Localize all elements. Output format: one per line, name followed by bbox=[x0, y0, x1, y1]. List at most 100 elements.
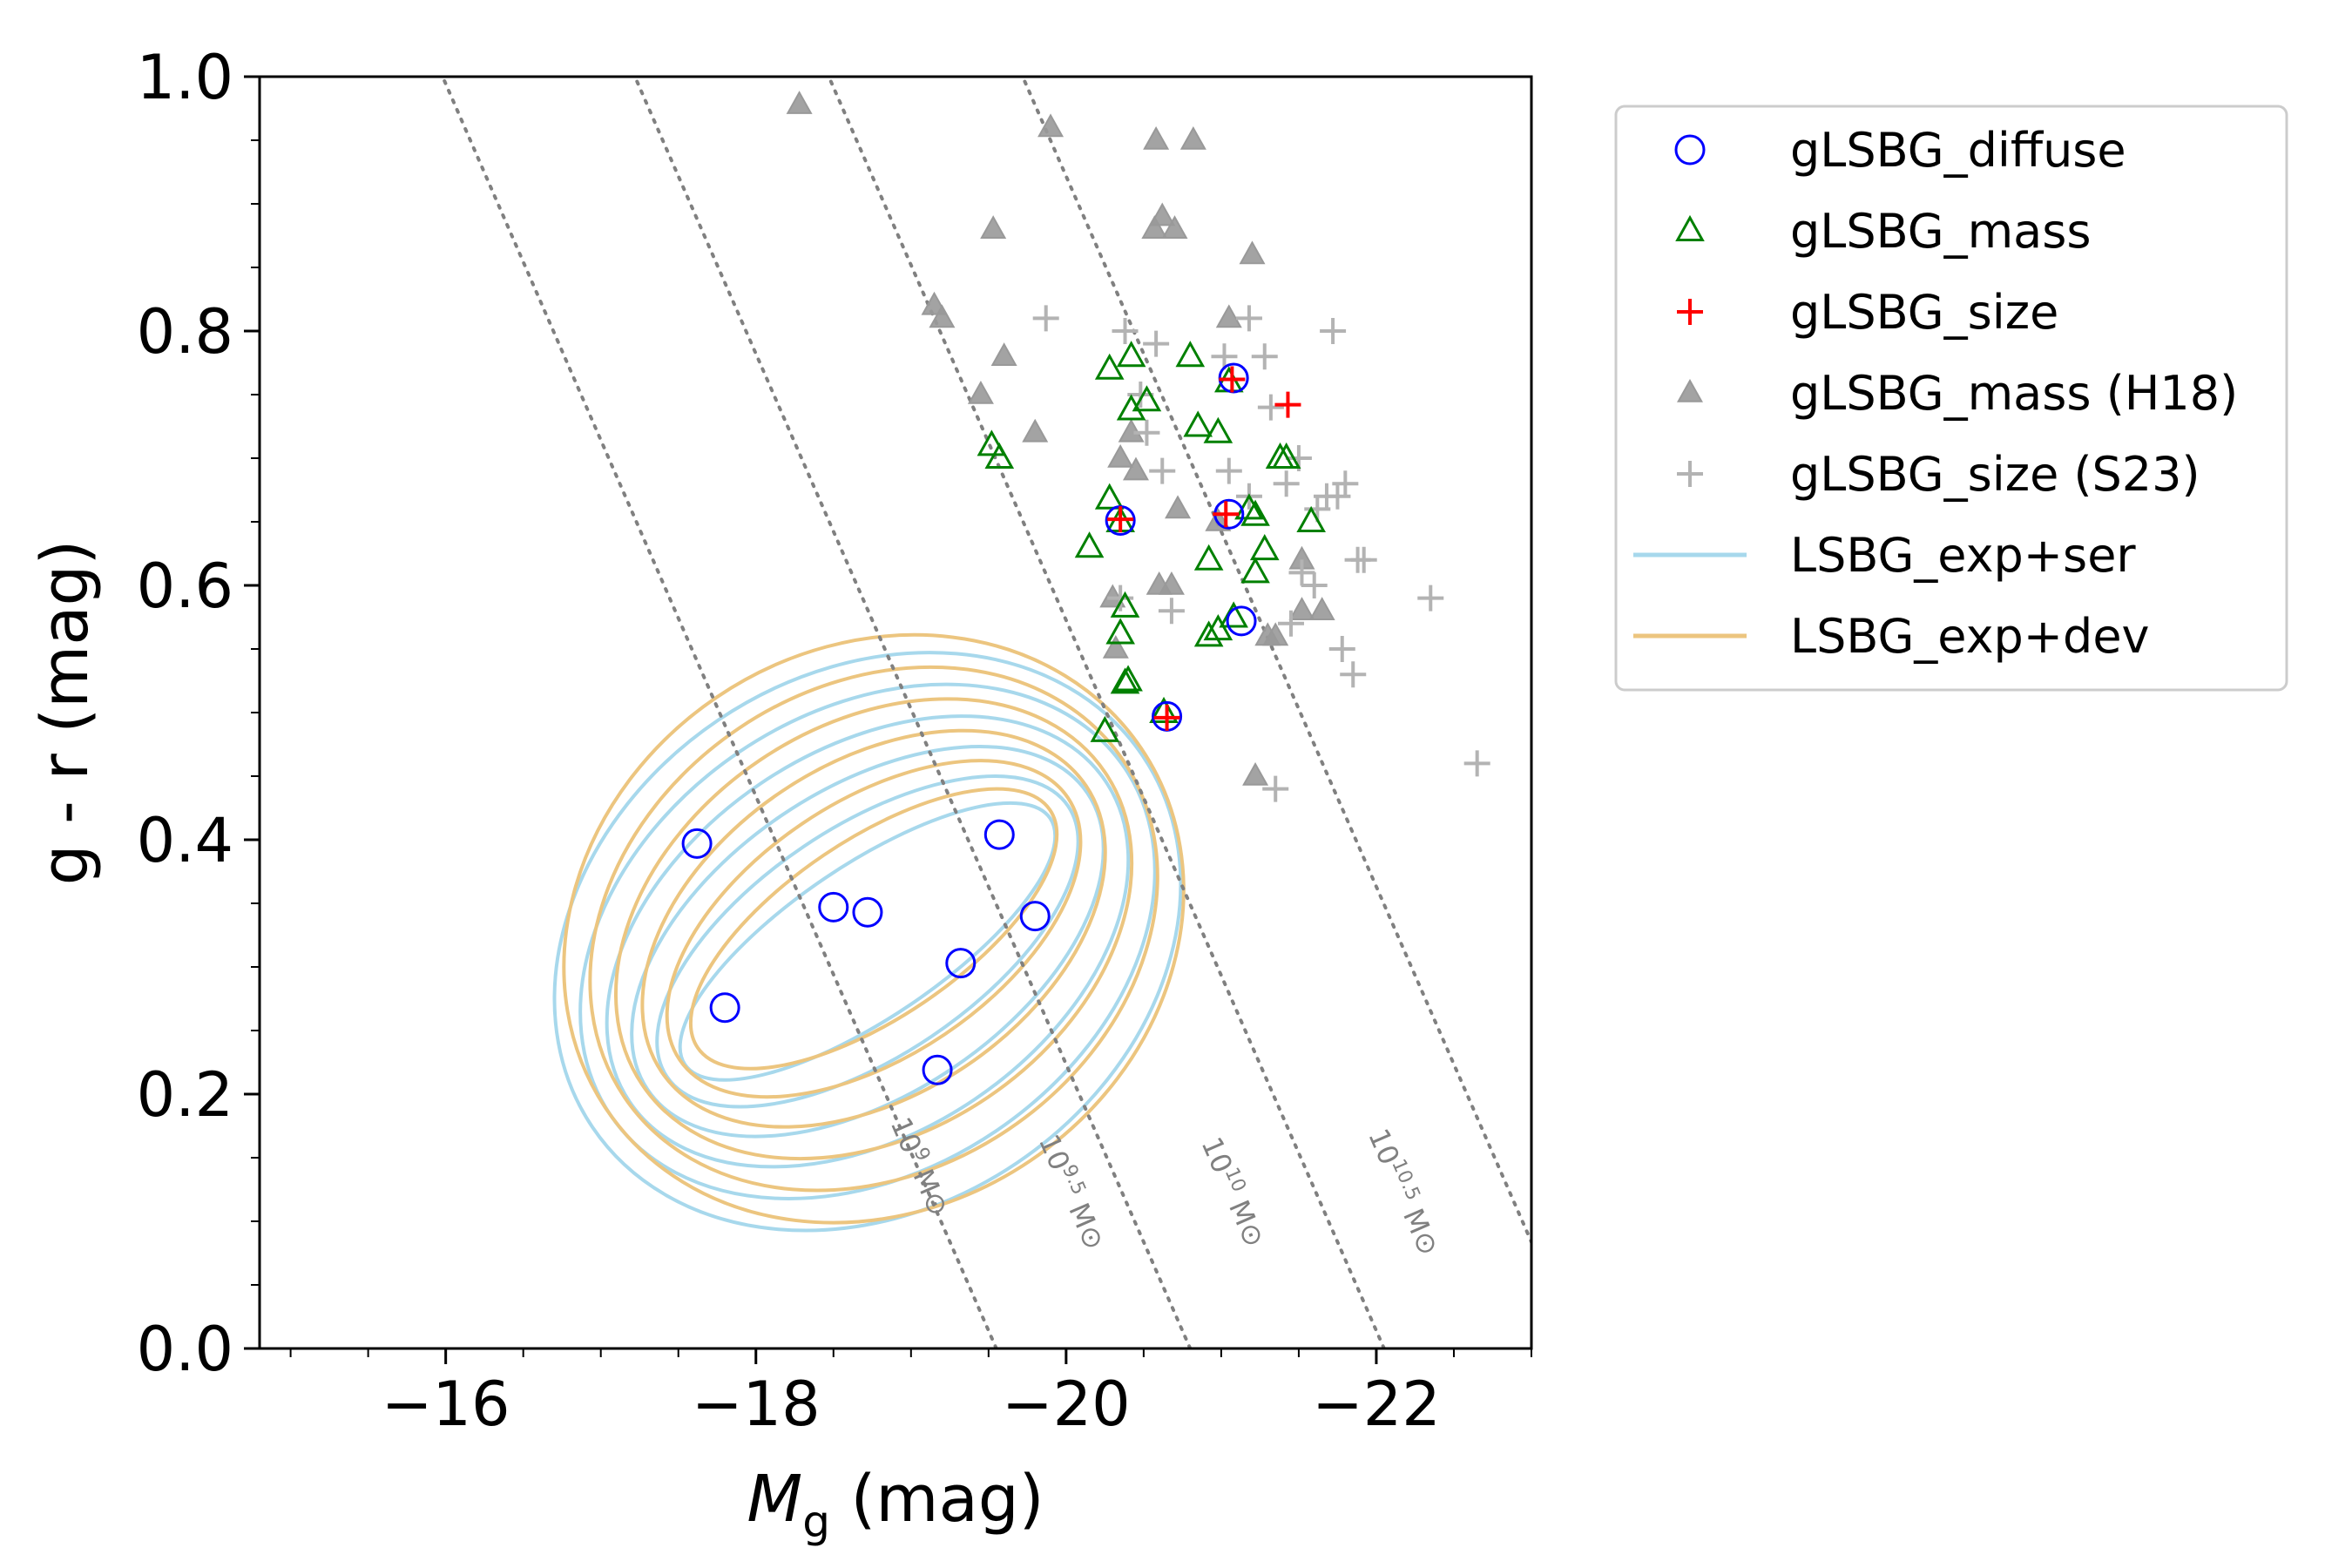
contour-group bbox=[562, 632, 1186, 1225]
h18-point bbox=[1205, 507, 1232, 531]
h18-point bbox=[1262, 622, 1289, 646]
h18-point bbox=[990, 342, 1017, 366]
s23-point bbox=[1288, 559, 1315, 586]
mass-point bbox=[1116, 341, 1146, 368]
size-point bbox=[1107, 506, 1134, 533]
iso-mass-line bbox=[441, 77, 998, 1348]
h18-point bbox=[1146, 571, 1173, 595]
s23-point bbox=[1158, 598, 1185, 625]
size-point bbox=[1213, 501, 1240, 528]
mass-point bbox=[1265, 442, 1295, 469]
diffuse-point bbox=[1226, 605, 1257, 637]
diffuse-point bbox=[945, 948, 977, 979]
h18-point bbox=[967, 380, 994, 404]
h18-point bbox=[1161, 215, 1188, 239]
mass-point bbox=[977, 429, 1007, 456]
h18-point bbox=[1165, 495, 1192, 519]
y-tick-label: 1.0 bbox=[137, 42, 233, 113]
mass-point bbox=[1296, 505, 1326, 532]
contour-level bbox=[614, 697, 1134, 1161]
s23-point bbox=[1463, 750, 1490, 777]
legend-marker bbox=[1676, 378, 1704, 402]
s23-point bbox=[1112, 318, 1139, 344]
axes: −16 −18 −20 −22 0.0 0.2 0.4 0.6 0.8 1.0 bbox=[137, 42, 1532, 1440]
h18-point bbox=[1149, 202, 1176, 226]
legend: gLSBG_diffuse gLSBG_mass gLSBG_size gLSBG_m… bbox=[1614, 105, 2288, 692]
x-tick-label: −16 bbox=[382, 1369, 510, 1440]
legend-marker bbox=[1675, 214, 1705, 241]
h18-point bbox=[1107, 443, 1134, 468]
x-axis-title-unit: (mag) bbox=[830, 1462, 1044, 1537]
h18-point bbox=[786, 91, 813, 114]
iso-mass-label: 1010 M⊙ bbox=[1195, 1132, 1273, 1252]
h18-point bbox=[1099, 584, 1126, 608]
s23-point bbox=[1133, 419, 1160, 446]
iso-mass-label: 109.5 M⊙ bbox=[1032, 1129, 1112, 1254]
x-tick-label: −22 bbox=[1312, 1369, 1441, 1440]
h18-point bbox=[1288, 597, 1315, 620]
plot-frame bbox=[258, 75, 1533, 1350]
mass-point bbox=[1249, 534, 1280, 561]
diffuse-point bbox=[852, 896, 883, 928]
mass-point bbox=[1183, 410, 1213, 437]
contour-level bbox=[588, 665, 1159, 1193]
size-point bbox=[1274, 391, 1301, 418]
iso-mass-line bbox=[1021, 77, 1531, 1247]
diffuse-point bbox=[709, 992, 740, 1024]
mass-point bbox=[1110, 667, 1140, 694]
mass-point bbox=[1175, 341, 1206, 368]
h18-point bbox=[1242, 761, 1269, 786]
s23-point bbox=[1235, 305, 1262, 332]
s23-point bbox=[1350, 546, 1377, 573]
h18-point bbox=[1308, 597, 1335, 620]
contour-level bbox=[562, 632, 1186, 1225]
y-tick-label: 0.2 bbox=[137, 1059, 233, 1131]
s23-point bbox=[1257, 394, 1284, 421]
h18-point bbox=[1102, 634, 1129, 659]
kde-contours bbox=[552, 632, 1186, 1233]
contour-level bbox=[688, 787, 1059, 1071]
mass-point bbox=[1193, 620, 1224, 647]
s23-point bbox=[1340, 661, 1367, 688]
x-tick-label: −18 bbox=[692, 1369, 821, 1440]
x-axis-title: Mg (mag) bbox=[747, 1462, 1044, 1547]
mass-point bbox=[1193, 544, 1224, 571]
mass-point bbox=[1132, 385, 1162, 412]
s23-point bbox=[1211, 343, 1238, 370]
s23-point bbox=[1215, 457, 1242, 484]
stellar-mass-lines: 109 M⊙ 109.5 M⊙ 1010 M⊙ 1010.5 M⊙ bbox=[441, 77, 1531, 1348]
mass-point bbox=[1240, 499, 1270, 526]
legend-frame bbox=[1614, 105, 2288, 692]
data-points bbox=[681, 91, 1490, 1085]
mass-point bbox=[1105, 618, 1135, 645]
mass-point bbox=[1203, 614, 1233, 641]
mass-point bbox=[1110, 591, 1140, 618]
iso-mass-line bbox=[827, 77, 1386, 1348]
y-tick-label: 0.0 bbox=[137, 1314, 233, 1385]
legend-label: LSBG_exp+dev bbox=[1790, 609, 2150, 664]
s23-point bbox=[1301, 572, 1328, 598]
size-point bbox=[1153, 704, 1180, 731]
mass-point bbox=[984, 442, 1015, 469]
s23-point bbox=[1417, 585, 1444, 612]
s23-point bbox=[1262, 775, 1289, 802]
diffuse-point bbox=[681, 828, 713, 859]
mass-point bbox=[1090, 715, 1120, 742]
series-h18 bbox=[786, 91, 1335, 786]
y-tick-label: 0.6 bbox=[137, 551, 233, 622]
s23-point bbox=[1107, 585, 1134, 612]
diffuse-point bbox=[1019, 901, 1051, 932]
s23-point bbox=[1332, 470, 1359, 497]
s23-point bbox=[1251, 343, 1278, 370]
contour-level bbox=[578, 682, 1157, 1200]
y-axis-title: g - r (mag) bbox=[28, 540, 103, 886]
y-tick-label: 0.8 bbox=[137, 296, 233, 368]
h18-point bbox=[1143, 125, 1170, 150]
contour-level bbox=[552, 651, 1183, 1233]
iso-mass-label: 109 M⊙ bbox=[884, 1112, 956, 1221]
contour-level bbox=[665, 759, 1083, 1099]
contour-level bbox=[640, 728, 1107, 1129]
h18-point bbox=[1037, 113, 1064, 138]
h18-point bbox=[1215, 304, 1242, 328]
s23-point bbox=[1149, 457, 1176, 484]
